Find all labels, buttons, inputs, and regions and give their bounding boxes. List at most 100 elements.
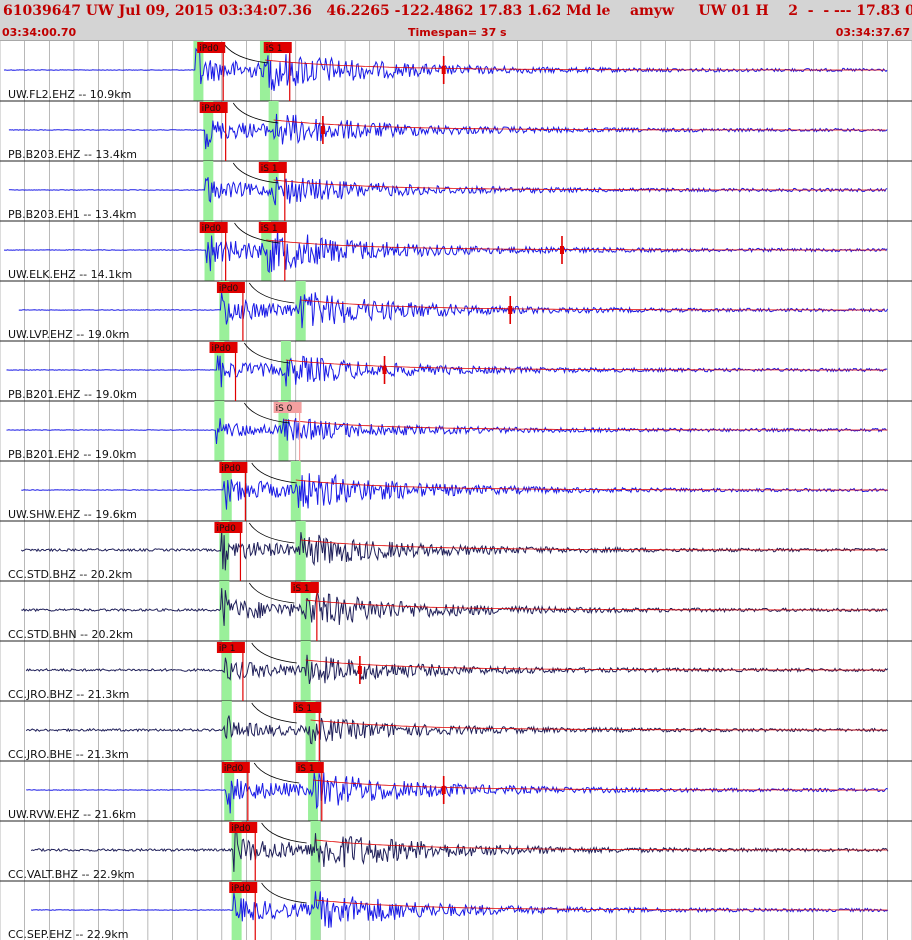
waveform (18, 292, 889, 329)
seismogram-panel[interactable]: iPd0 iS 1 UW.FL2.EHZ -- 10.9km iPd0 PB.B203.… (0, 41, 912, 940)
waveform (30, 824, 889, 872)
p-window (231, 881, 242, 940)
pick-flag (197, 42, 226, 53)
pick-label: iPd0 (221, 464, 241, 474)
pick-label: iS 1 (298, 764, 315, 774)
channel-label: UW.LVP.EHZ -- 19.0km (8, 328, 129, 341)
amplitude-spike-mark (357, 666, 362, 674)
coda-envelope (310, 719, 887, 731)
pick-label: iP 1 (219, 644, 236, 654)
trace-row[interactable]: iPd0 iS 1 UW.FL2.EHZ -- 10.9km (0, 41, 912, 102)
p-window (224, 761, 235, 821)
pick-label: iPd0 (199, 44, 219, 54)
coda-curve (251, 702, 297, 724)
coda-curve (234, 222, 280, 244)
trace-row[interactable]: iPd0 UW.LVP.EHZ -- 19.0km (0, 281, 912, 342)
coda-envelope (300, 539, 885, 551)
trace-row[interactable]: iP 1 CC.JRO.BHZ -- 21.3km (0, 641, 912, 702)
trace-row[interactable]: iPd0 PB.B201.EHZ -- 19.0km (0, 341, 912, 402)
channel-label: UW.RVW.EHZ -- 21.6km (8, 808, 136, 821)
pick-label: iPd0 (202, 224, 222, 234)
waveform (6, 355, 888, 388)
p-window (193, 41, 204, 101)
coda-envelope (264, 59, 885, 71)
coda-envelope (285, 359, 886, 371)
pick-flag (199, 102, 228, 113)
coda-curve (232, 102, 279, 124)
pick-label: iS 1 (266, 44, 283, 54)
channel-label: UW.FL2.EHZ -- 10.9km (8, 88, 131, 101)
trace-row[interactable]: iPd0 CC.SEP.EHZ -- 22.9km (0, 881, 912, 940)
pick-label: iPd0 (212, 344, 232, 354)
coda-curve (244, 342, 290, 364)
pick-label: iPd0 (219, 284, 239, 294)
s-window (295, 521, 306, 581)
timespan-label: Timespan= 37 s (408, 26, 507, 39)
start-time: 03:34:00.70 (2, 26, 77, 39)
coda-envelope (273, 119, 886, 131)
event-title: 61039647 UW Jul 09, 2015 03:34:07.36 46.… (3, 3, 912, 19)
trace-row[interactable]: iPd0 PB.B203.EHZ -- 13.4km (0, 101, 912, 162)
coda-curve (251, 462, 297, 484)
trace-row[interactable]: iS 1 PB.B203.EH1 -- 13.4km (0, 161, 912, 222)
pick-label: iPd0 (216, 524, 236, 534)
pick-label: iS 0 (276, 404, 293, 414)
coda-envelope (315, 839, 888, 851)
trace-row[interactable]: iPd0 CC.STD.BHZ -- 20.2km (0, 521, 912, 582)
coda-envelope (283, 419, 888, 431)
waveform (20, 530, 889, 571)
pick-flag (295, 762, 324, 773)
coda-curve (261, 882, 307, 904)
channel-label: CC.SEP.EHZ -- 22.9km (8, 928, 128, 940)
coda-envelope (273, 179, 886, 191)
trace-row[interactable]: iS 0 PB.B201.EH2 -- 19.0km (0, 401, 912, 462)
channel-label: CC.VALT.BHZ -- 22.9km (8, 868, 135, 881)
amplitude-spike-mark (508, 306, 513, 314)
channel-label: PB.B203.EHZ -- 13.4km (8, 148, 137, 161)
coda-curve (244, 402, 290, 424)
channel-label: CC.JRO.BHE -- 21.3km (8, 748, 129, 761)
s-window (268, 161, 279, 221)
coda-envelope (300, 299, 885, 311)
channel-label: PB.B201.EH2 -- 19.0km (8, 448, 136, 461)
pick-label: iPd0 (224, 764, 244, 774)
coda-envelope (315, 899, 888, 911)
amplitude-spike-mark (441, 66, 446, 74)
p-window (214, 341, 225, 401)
pick-flag (258, 222, 287, 233)
channel-label: PB.B203.EH1 -- 13.4km (8, 208, 136, 221)
s-window (300, 581, 311, 641)
coda-curve (248, 522, 295, 544)
channel-label: UW.SHW.EHZ -- 19.6km (8, 508, 137, 521)
trace-row[interactable]: iPd0 CC.VALT.BHZ -- 22.9km (0, 821, 912, 882)
trace-row[interactable]: iPd0 iS 1 UW.RVW.EHZ -- 21.6km (0, 761, 912, 822)
s-window (310, 821, 321, 881)
pick-flag (273, 402, 302, 413)
trace-row[interactable]: iS 1 CC.JRO.BHE -- 21.3km (0, 701, 912, 762)
pick-flag (199, 222, 228, 233)
amplitude-spike-mark (559, 246, 564, 254)
waveform (4, 228, 888, 274)
coda-curve (223, 42, 269, 64)
p-window (231, 821, 242, 881)
s-window (310, 881, 321, 940)
coda-envelope (305, 659, 886, 671)
pick-flag (216, 642, 245, 653)
s-window (290, 461, 301, 521)
coda-envelope (305, 599, 886, 611)
amplitude-spike-mark (320, 126, 325, 134)
waveform (25, 654, 889, 685)
pick-flag (216, 282, 245, 293)
trace-row[interactable]: iPd0 UW.SHW.EHZ -- 19.6km (0, 461, 912, 522)
channel-label: UW.ELK.EHZ -- 14.1km (8, 268, 132, 281)
channel-label: CC.STD.BHN -- 20.2km (8, 628, 133, 641)
s-window (305, 701, 316, 761)
trace-row[interactable]: iPd0 iS 1 UW.ELK.EHZ -- 14.1km (0, 221, 912, 282)
waveform (8, 176, 888, 206)
channel-label: CC.STD.BHZ -- 20.2km (8, 568, 132, 581)
amplitude-spike-mark (382, 366, 387, 374)
pick-flag (221, 762, 250, 773)
coda-curve (253, 762, 300, 784)
trace-row[interactable]: iS 1 CC.STD.BHN -- 20.2km (0, 581, 912, 642)
channel-label: CC.JRO.BHZ -- 21.3km (8, 688, 129, 701)
